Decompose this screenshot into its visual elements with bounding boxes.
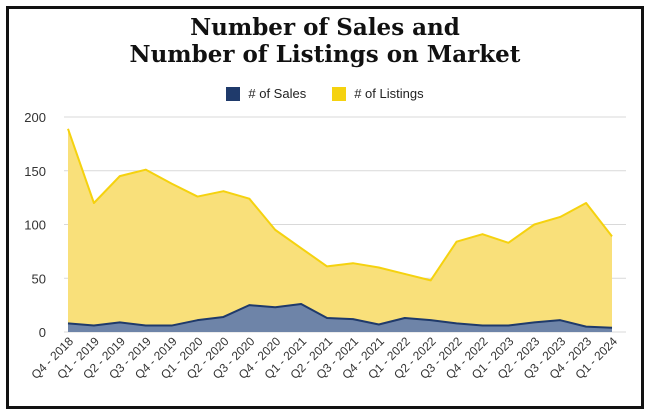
point-sales-0 <box>67 322 69 324</box>
point-listings-13 <box>404 273 406 275</box>
y-tick-label-150: 150 <box>24 164 46 179</box>
point-listings-9 <box>300 247 302 249</box>
point-listings-12 <box>378 266 380 268</box>
y-tick-label-0: 0 <box>39 325 46 340</box>
point-sales-7 <box>248 304 250 306</box>
point-listings-18 <box>533 223 535 225</box>
point-sales-4 <box>170 324 172 326</box>
line-listings <box>67 128 613 282</box>
point-sales-10 <box>326 317 328 319</box>
point-sales-17 <box>507 324 509 326</box>
legend-item-sales: # of Sales <box>226 86 306 101</box>
point-sales-11 <box>352 318 354 320</box>
point-listings-17 <box>507 242 509 244</box>
point-sales-12 <box>378 323 380 325</box>
point-listings-5 <box>196 195 198 197</box>
point-sales-3 <box>145 324 147 326</box>
legend-label-sales: # of Sales <box>248 86 307 101</box>
chart-title-line-1: Number of Sales and <box>190 14 460 41</box>
point-listings-20 <box>585 202 587 204</box>
point-listings-0 <box>67 128 69 130</box>
point-listings-8 <box>274 229 276 231</box>
point-sales-6 <box>222 316 224 318</box>
point-listings-1 <box>93 202 95 204</box>
point-sales-9 <box>300 303 302 305</box>
legend-swatch-sales <box>226 86 241 101</box>
point-listings-16 <box>481 233 483 235</box>
point-sales-20 <box>585 325 587 327</box>
legend-label-listings: # of Listings <box>354 86 424 101</box>
chart-legend: # of Sales # of Listings <box>0 86 650 101</box>
point-sales-13 <box>404 317 406 319</box>
chart-title: Number of Sales and Number of Listings o… <box>0 14 650 68</box>
point-sales-14 <box>429 319 431 321</box>
point-listings-11 <box>352 262 354 264</box>
point-listings-2 <box>119 175 121 177</box>
line-sales <box>67 303 613 329</box>
point-listings-4 <box>170 182 172 184</box>
y-tick-label-200: 200 <box>24 110 46 125</box>
y-tick-label-50: 50 <box>32 271 46 286</box>
point-sales-18 <box>533 321 535 323</box>
point-sales-5 <box>196 319 198 321</box>
area-listings <box>68 128 612 332</box>
point-listings-19 <box>559 216 561 218</box>
legend-item-listings: # of Listings <box>332 86 424 101</box>
chart-title-line-2: Number of Listings on Market <box>129 41 521 68</box>
point-listings-10 <box>326 265 328 267</box>
point-sales-15 <box>455 322 457 324</box>
point-listings-14 <box>429 279 431 281</box>
point-listings-7 <box>248 198 250 200</box>
point-sales-19 <box>559 319 561 321</box>
point-sales-8 <box>274 306 276 308</box>
point-listings-6 <box>222 190 224 192</box>
point-sales-2 <box>119 321 121 323</box>
point-sales-1 <box>93 324 95 326</box>
y-tick-label-100: 100 <box>24 218 46 233</box>
point-listings-21 <box>611 235 613 237</box>
point-listings-15 <box>455 241 457 243</box>
point-sales-16 <box>481 324 483 326</box>
point-sales-21 <box>611 327 613 329</box>
legend-swatch-listings <box>332 86 347 101</box>
point-listings-3 <box>145 168 147 170</box>
